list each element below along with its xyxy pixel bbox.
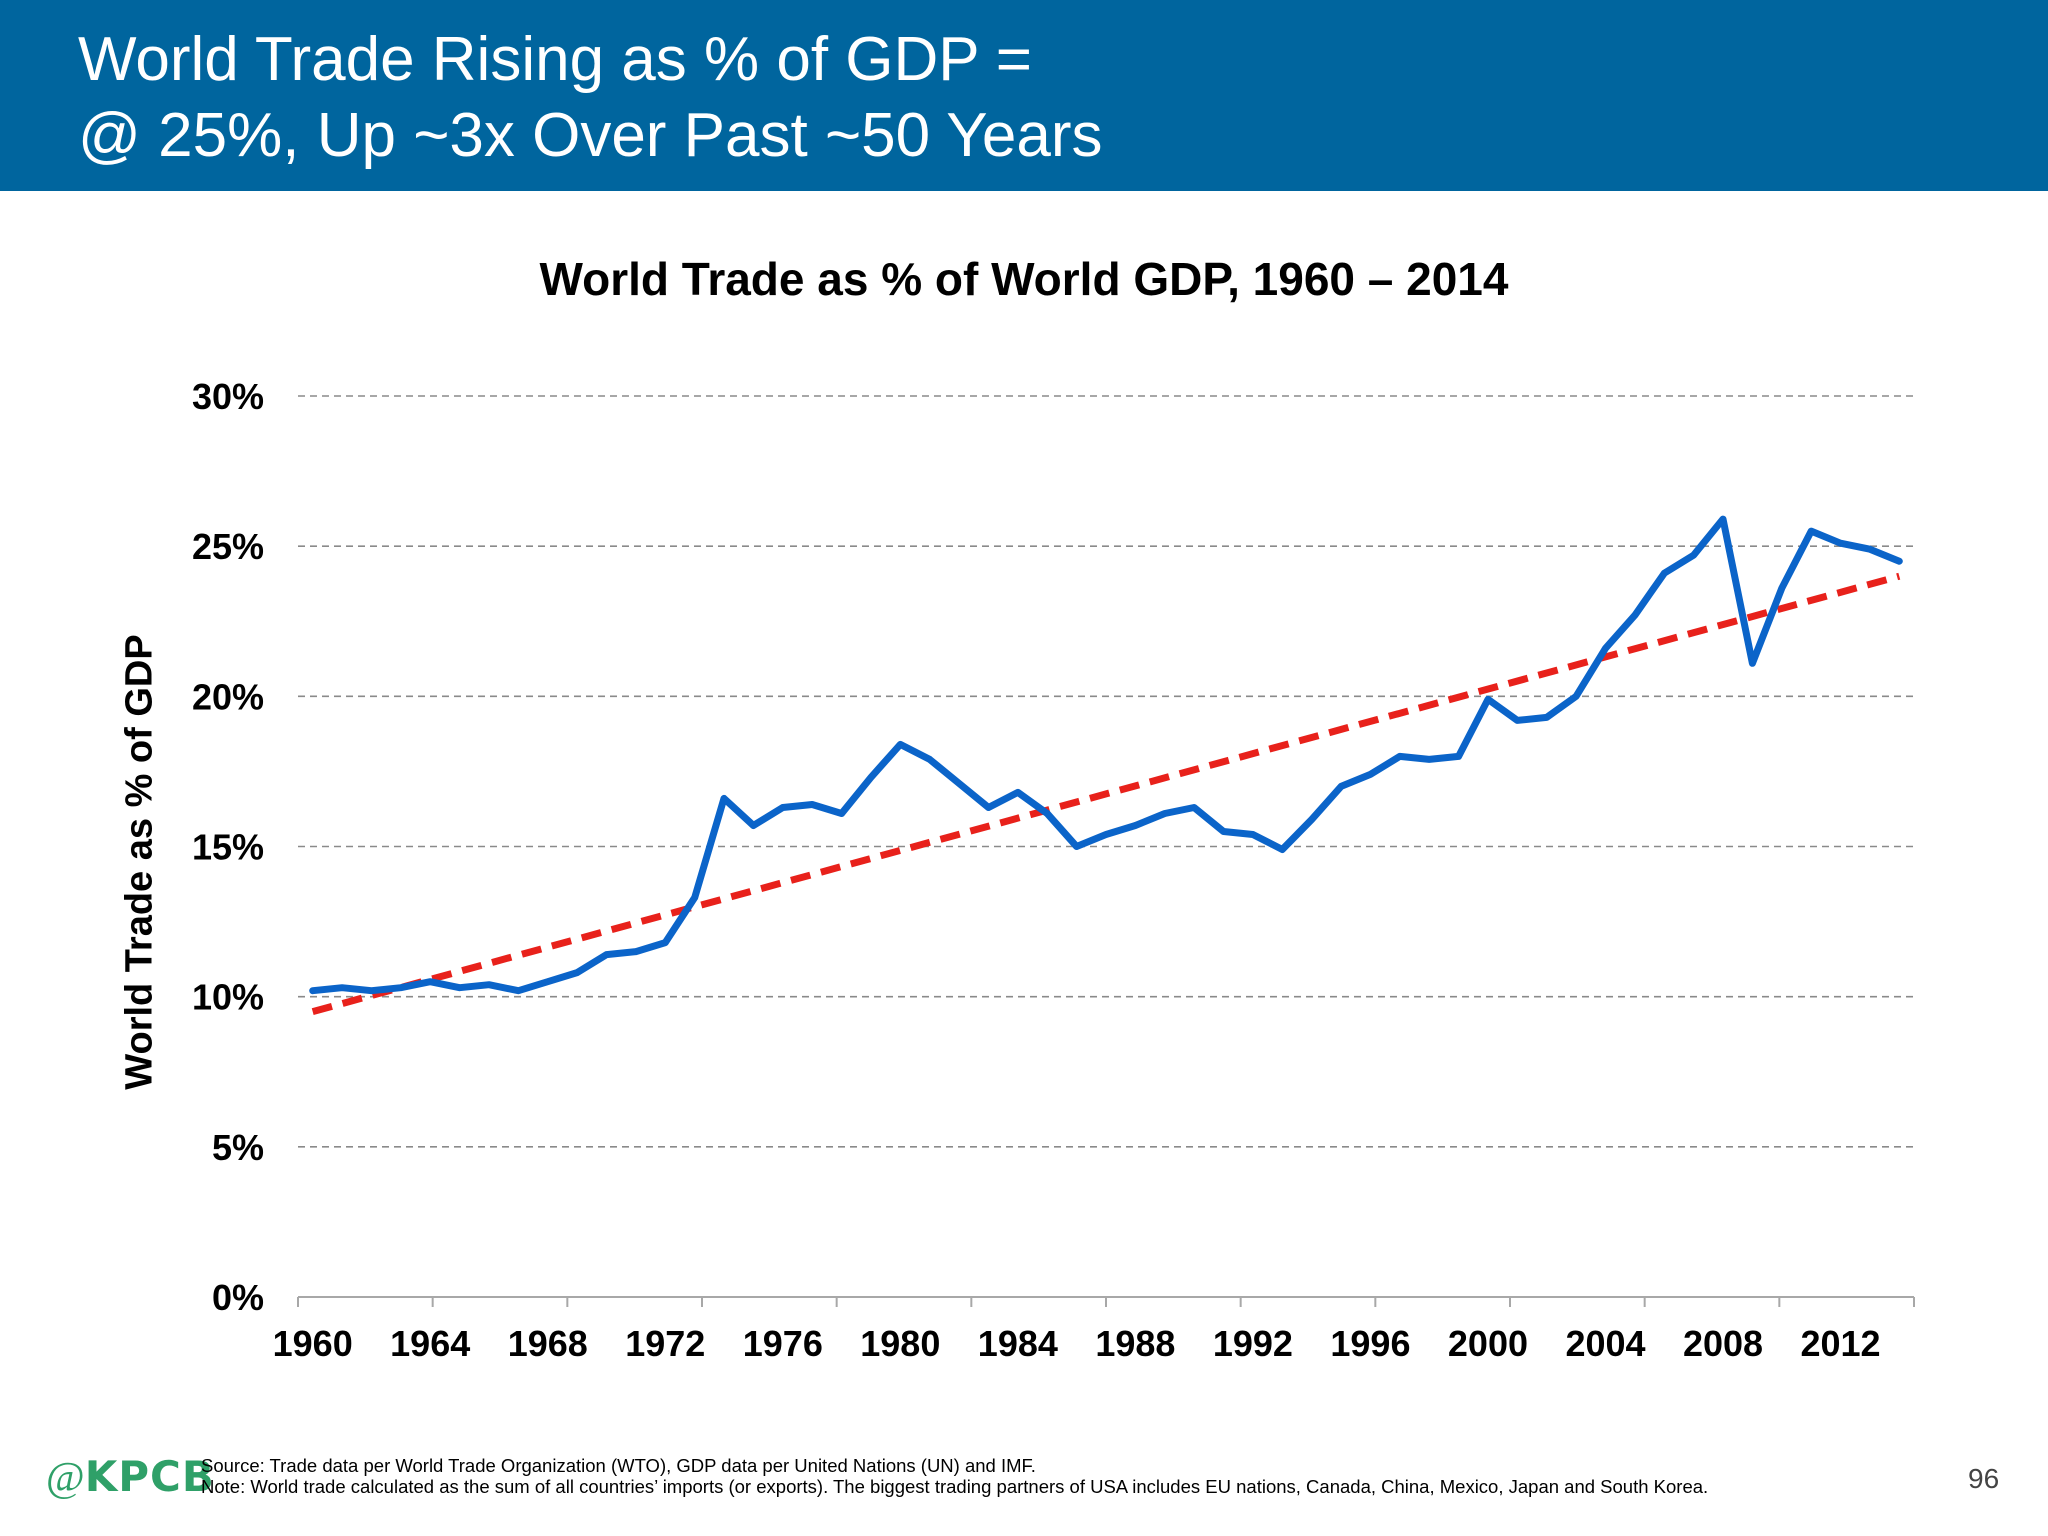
page-number: 96 — [1968, 1463, 2000, 1494]
slide-header: World Trade Rising as % of GDP = @ 25%, … — [0, 0, 2048, 191]
x-tick-label: 1972 — [625, 1323, 705, 1364]
line-chart: 0% 5% 10% 15% 20% 25% 30% 1960 1964 1968 1972 1976 1… — [192, 376, 1915, 1364]
y-tick-label: 30% — [192, 376, 264, 417]
x-tick-label: 2012 — [1800, 1323, 1880, 1364]
x-tick-label: 1980 — [860, 1323, 940, 1364]
slide-title-line-2: @ 25%, Up ~3x Over Past ~50 Years — [78, 101, 1103, 170]
x-tick-label: 1964 — [390, 1323, 470, 1364]
x-tick-label: 1992 — [1213, 1323, 1293, 1364]
y-tick-label: 15% — [192, 827, 264, 868]
y-tick-label: 20% — [192, 676, 264, 717]
series-line — [309, 515, 1903, 995]
x-tick-label: 1976 — [743, 1323, 823, 1364]
logo-brand: KPCB — [84, 1452, 215, 1501]
trend-line — [311, 572, 1901, 1016]
x-tick-label: 1996 — [1330, 1323, 1410, 1364]
x-tick-label: 2008 — [1683, 1323, 1763, 1364]
x-tick-label: 2004 — [1565, 1323, 1645, 1364]
x-tick-label: 2000 — [1448, 1323, 1528, 1364]
x-tick-label: 1968 — [508, 1323, 588, 1364]
logo-at: @ — [46, 1455, 85, 1501]
methodology-note: Note: World trade calculated as the sum … — [201, 1476, 1709, 1497]
slide-title-line-1: World Trade Rising as % of GDP = — [78, 25, 1032, 94]
x-tick-label: 1960 — [273, 1323, 353, 1364]
y-tick-label: 5% — [212, 1127, 264, 1168]
kpcb-logo: @KPCB — [46, 1452, 215, 1502]
chart-title: World Trade as % of World GDP, 1960 – 20… — [539, 253, 1509, 305]
source-note: Source: Trade data per World Trade Organ… — [201, 1455, 1036, 1476]
y-tick-label: 10% — [192, 977, 264, 1018]
x-tick-label: 1988 — [1095, 1323, 1175, 1364]
y-tick-label: 0% — [212, 1277, 264, 1318]
x-tick-label: 1984 — [978, 1323, 1058, 1364]
y-tick-label: 25% — [192, 526, 264, 567]
